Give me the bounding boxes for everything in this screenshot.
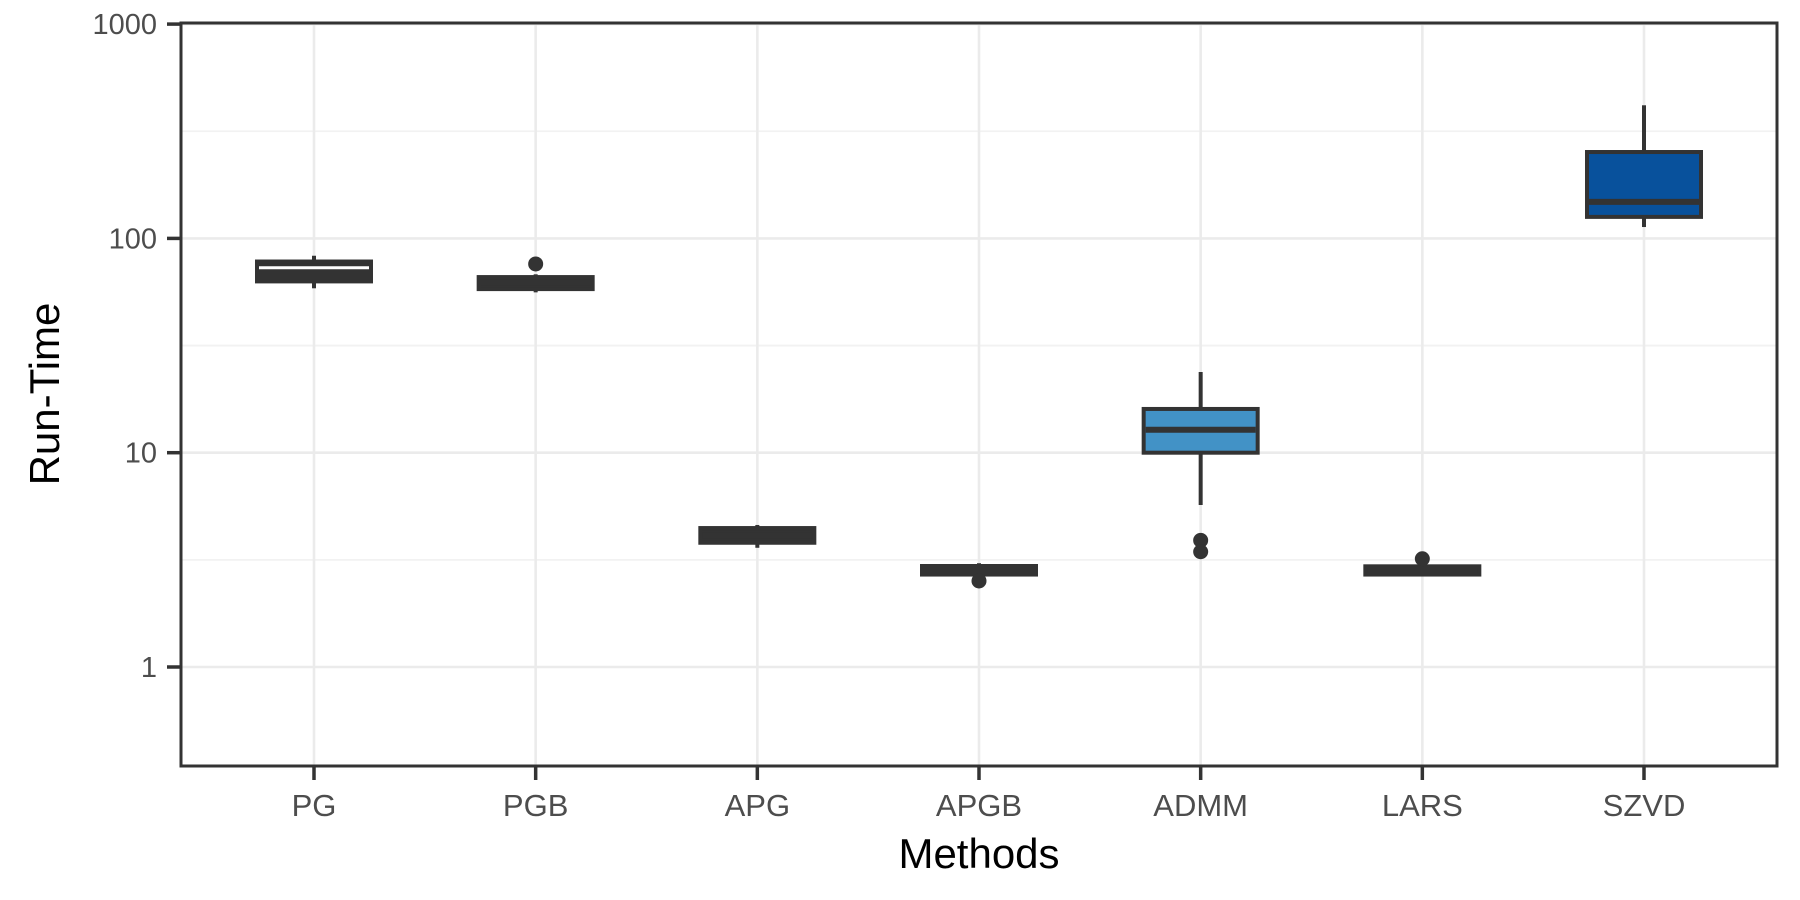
outlier-ADMM [1193,532,1209,548]
y-axis-title: Run-Time [21,302,68,486]
x-tick-label-LARS: LARS [1382,788,1463,823]
x-tick-label-PG: PG [292,788,337,823]
outlier-APGB [971,573,987,589]
y-tick-label: 1 [141,652,157,684]
outlier-ADMM [1193,544,1209,560]
x-axis-title: Methods [898,830,1060,877]
outlier-LARS [1414,551,1430,567]
y-tick-label: 10 [125,438,157,470]
box-PG [255,259,373,284]
x-tick-label-ADMM: ADMM [1153,788,1248,823]
y-tick-label: 100 [109,223,157,255]
x-tick-label-SZVD: SZVD [1603,788,1686,823]
x-tick-label-APG: APG [725,788,790,823]
outlier-PGB [528,256,544,272]
y-tick-label: 1000 [92,9,157,41]
x-tick-label-APGB: APGB [936,788,1022,823]
box-SZVD [1585,150,1703,219]
x-tick-label-PGB: PGB [503,788,568,823]
